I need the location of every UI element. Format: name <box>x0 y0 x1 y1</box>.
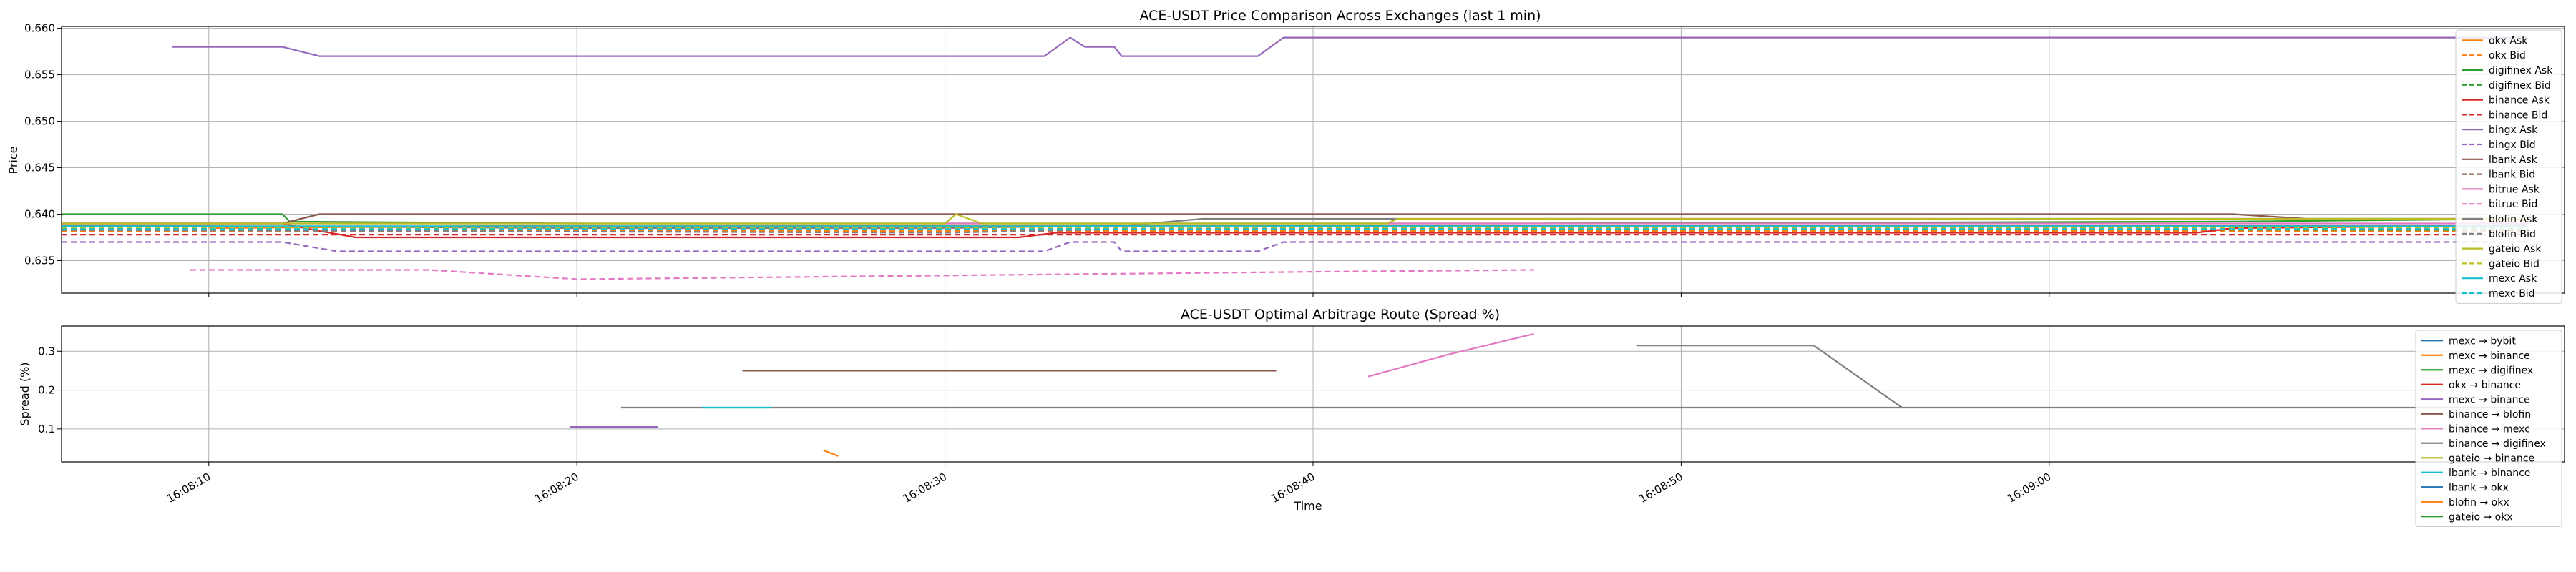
legend-label: gateio → okx <box>2449 511 2513 523</box>
series-line-binance-ask <box>62 222 2528 239</box>
price-legend: okx Ask okx Bid digifinex Ask digifinex Bid… <box>2455 29 2562 304</box>
x-tick-label: 16:08:10 <box>165 470 213 506</box>
legend-label: digifinex Bid <box>2489 80 2551 92</box>
y-tick-label: 0.655 <box>24 69 55 82</box>
legend-label: binance Bid <box>2489 109 2547 121</box>
legend-label: blofin Bid <box>2489 229 2536 240</box>
price-x-ticks <box>208 293 2050 297</box>
time-x-axis-label: Time <box>1293 499 1322 513</box>
price-series-group <box>61 36 2528 280</box>
legend-box <box>2455 29 2562 304</box>
legend-label: blofin → okx <box>2449 497 2509 508</box>
legend-label: mexc → binance <box>2449 394 2530 405</box>
legend-box <box>2415 330 2562 527</box>
spread-x-ticks: 16:08:10 16:08:20 16:08:30 16:08:40 16:08:50… <box>165 462 2053 506</box>
price-chart-title: ACE-USDT Price Comparison Across Exchang… <box>1139 8 1541 24</box>
legend-label: bingx Bid <box>2489 139 2536 151</box>
y-tick-label: 0.2 <box>38 384 55 397</box>
spread-y-ticks: 0.1 0.2 0.3 <box>38 345 62 435</box>
series-line-bitrue-bid <box>190 269 1534 280</box>
series-line-bingx-ask <box>172 36 2528 57</box>
legend-label: binance → digifinex <box>2449 438 2546 450</box>
spread-plot-frame <box>61 325 2565 463</box>
price-y-ticks: 0.635 0.640 0.645 0.650 0.655 0.660 <box>24 22 62 267</box>
y-tick-label: 0.635 <box>24 255 55 267</box>
y-tick-label: 0.640 <box>24 208 55 221</box>
legend-label: digifinex Ask <box>2489 65 2553 77</box>
y-tick-label: 0.645 <box>24 162 55 174</box>
legend-label: lbank → binance <box>2449 468 2530 479</box>
legend-label: gateio Ask <box>2489 244 2542 255</box>
y-tick-label: 0.3 <box>38 345 55 358</box>
legend-label: lbank Bid <box>2489 169 2535 181</box>
legend-label: mexc Ask <box>2489 273 2537 285</box>
series-line-bingx-bid <box>62 241 2528 252</box>
series-line-gateio-ask <box>62 213 2528 225</box>
legend-label: bingx Ask <box>2489 124 2538 136</box>
y-tick-label: 0.660 <box>24 22 55 35</box>
legend-label: lbank → okx <box>2449 482 2509 493</box>
legend-label: binance → mexc <box>2449 423 2530 435</box>
legend-label: gateio Bid <box>2489 258 2540 270</box>
legend-label: okx → binance <box>2449 380 2521 391</box>
spread-legend: mexc → bybit mexc → binance mexc → digifin… <box>2415 330 2562 527</box>
spread-grid <box>62 326 2565 462</box>
x-tick-label: 16:08:20 <box>532 470 580 506</box>
price-y-axis-label: Price <box>6 146 20 174</box>
legend-label: mexc → binance <box>2449 350 2530 362</box>
x-tick-label: 16:09:00 <box>2005 470 2053 506</box>
series-line-binance-to-digifinex-segment <box>1636 345 1903 408</box>
price-grid <box>62 26 2565 293</box>
spread-y-axis-label: Spread (%) <box>18 362 31 425</box>
series-line-mexc-to-binance <box>823 449 839 457</box>
legend-label: bitrue Ask <box>2489 184 2540 195</box>
legend-label: bitrue Bid <box>2489 199 2537 210</box>
legend-label: blofin Ask <box>2489 214 2538 225</box>
legend-label: okx Bid <box>2489 50 2526 61</box>
x-tick-label: 16:08:30 <box>901 470 949 506</box>
series-line-blofin-bid <box>61 225 2528 234</box>
spread-chart-title: ACE-USDT Optimal Arbitrage Route (Spread… <box>1181 307 1500 322</box>
series-line-binance-to-mexc <box>1367 332 1534 378</box>
legend-label: binance Ask <box>2489 95 2550 107</box>
legend-label: gateio → binance <box>2449 453 2534 464</box>
legend-label: mexc → digifinex <box>2449 365 2533 376</box>
arbitrage-panel: ACE-USDT Optimal Arbitrage Route (Spread… <box>18 307 2565 527</box>
legend-label: mexc Bid <box>2489 288 2535 300</box>
legend-label: lbank Ask <box>2489 154 2538 166</box>
y-tick-label: 0.650 <box>24 115 55 128</box>
y-tick-label: 0.1 <box>38 423 55 435</box>
price-plot-frame <box>61 26 2565 294</box>
legend-label: mexc → bybit <box>2449 335 2516 347</box>
x-tick-label: 16:08:50 <box>1637 470 1685 506</box>
legend-label: binance → blofin <box>2449 409 2531 420</box>
spread-series-group <box>569 332 2513 457</box>
legend-label: okx Ask <box>2489 35 2528 46</box>
price-comparison-panel: ACE-USDT Price Comparison Across Exchang… <box>6 8 2565 304</box>
